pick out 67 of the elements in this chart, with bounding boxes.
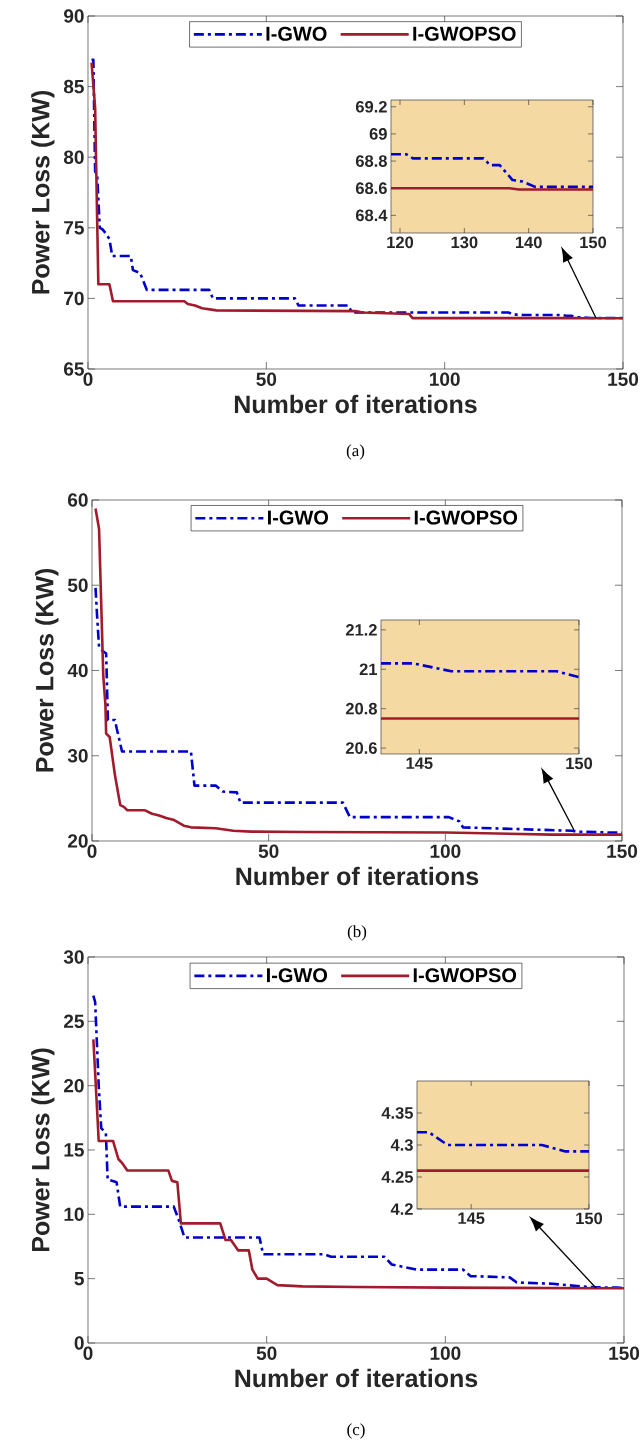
x-tick-label: 150 — [566, 757, 593, 770]
y-tick-label: 85 — [63, 79, 84, 94]
legend-label: I-GWOPSO — [413, 968, 517, 983]
x-tick-label: 50 — [258, 844, 279, 858]
x-tick-label: 120 — [387, 236, 414, 249]
text: (a) — [346, 444, 365, 460]
x-tick-label: 145 — [406, 757, 433, 770]
y-tick-label: 4.25 — [381, 1171, 413, 1183]
y-axis-title: Power Loss (KW) — [35, 568, 59, 772]
x-tick-label: 150 — [609, 1346, 640, 1360]
y-tick-label: 21 — [359, 663, 377, 676]
x-tick-label: 100 — [430, 844, 461, 858]
x-tick-label: 150 — [608, 372, 639, 386]
x-tick-label: 100 — [430, 372, 460, 386]
y-tick-label: 15 — [64, 1143, 84, 1157]
y-tick-label: 69 — [369, 128, 387, 140]
y-tick-label: 4.2 — [390, 1203, 413, 1215]
y-tick-label: 68.6 — [355, 182, 387, 195]
y-tick-label: 20.6 — [345, 742, 377, 754]
y-tick-label: 20 — [67, 834, 88, 848]
x-tick-label: 50 — [256, 1346, 277, 1360]
x-tick-label: 150 — [580, 236, 607, 249]
x-tick-label: 150 — [607, 844, 638, 858]
legend-label: I-GWO — [267, 968, 328, 983]
y-tick-label: 20 — [63, 1078, 84, 1093]
x-tick-label: 100 — [430, 1346, 461, 1360]
y-tick-label: 4.3 — [390, 1139, 413, 1151]
y-tick-label: 70 — [64, 291, 84, 306]
y-tick-label: 80 — [63, 150, 84, 164]
y-tick-label: 21.2 — [345, 624, 377, 636]
x-tick-label: 140 — [515, 236, 542, 249]
y-tick-label: 40 — [67, 663, 88, 678]
y-tick-label: 75 — [64, 221, 84, 235]
y-tick-label: 10 — [64, 1207, 84, 1222]
line-series — [94, 586, 624, 835]
y-axis-title: Power Loss (KW) — [31, 90, 55, 294]
text: (b) — [347, 925, 367, 941]
legend-label: I-GWO — [266, 26, 327, 41]
y-tick-label: 20.8 — [345, 702, 377, 715]
y-tick-label: 68.8 — [355, 155, 387, 167]
legend-label: I-GWOPSO — [413, 26, 516, 41]
y-tick-label: 30 — [63, 950, 84, 964]
y-tick-label: 4.35 — [381, 1107, 413, 1119]
x-tick-label: 150 — [576, 1212, 603, 1225]
legend-label: I-GWOPSO — [414, 510, 518, 525]
x-axis-title: Number of iterations — [236, 866, 479, 886]
x-tick-label: 145 — [458, 1212, 485, 1225]
line-series — [94, 507, 624, 836]
x-tick-label: 130 — [451, 236, 478, 249]
y-tick-label: 25 — [63, 1014, 84, 1029]
x-axis-title: Number of iterations — [234, 394, 477, 414]
text: (c) — [347, 1423, 365, 1439]
y-axis-title: Power Loss (KW) — [31, 1048, 55, 1252]
y-tick-label: 60 — [68, 493, 88, 507]
y-tick-label: 30 — [67, 749, 88, 763]
legend-label: I-GWO — [268, 510, 329, 525]
y-tick-label: 68.4 — [355, 209, 388, 222]
y-tick-label: 50 — [67, 578, 88, 592]
y-tick-label: 90 — [63, 9, 84, 23]
x-tick-label: 50 — [256, 372, 277, 386]
y-tick-label: 0 — [74, 1336, 84, 1350]
y-tick-label: 5 — [74, 1272, 84, 1286]
line-series — [389, 152, 595, 189]
y-tick-label: 65 — [64, 362, 84, 376]
y-tick-label: 69.2 — [355, 100, 387, 113]
x-tick-label: 0 — [87, 844, 97, 858]
x-axis-title: Number of iterations — [235, 1368, 478, 1388]
